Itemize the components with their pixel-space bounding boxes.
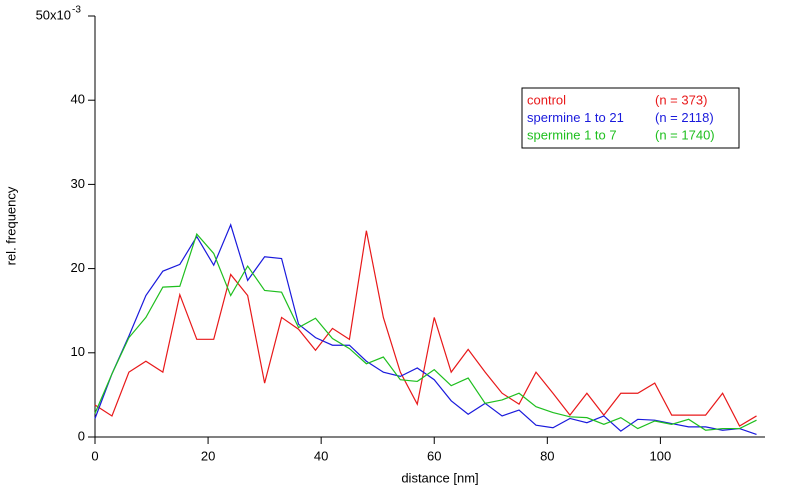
y-tick-label: 20 [71, 260, 85, 275]
legend-label: spermine 1 to 7 [527, 127, 617, 142]
x-tick-label: 40 [314, 448, 328, 463]
x-tick-label: 0 [91, 448, 98, 463]
x-tick-label: 60 [427, 448, 441, 463]
legend-label: spermine 1 to 21 [527, 110, 624, 125]
y-tick-label: 40 [71, 92, 85, 107]
series-line [94, 223, 757, 436]
series-line [94, 230, 757, 427]
x-tick-label: 100 [650, 448, 672, 463]
legend-annotation: (n = 2118) [655, 110, 714, 125]
x-tick-label: 20 [201, 448, 215, 463]
y-tick-label: 30 [71, 176, 85, 191]
y-tick-label: 10 [71, 344, 85, 359]
y-tick-label: 50x10 [36, 7, 71, 22]
legend-annotation: (n = 373) [655, 92, 707, 107]
series-line [94, 232, 757, 431]
legend-annotation: (n = 1740) [655, 127, 715, 142]
y-tick-label: 0 [78, 428, 85, 443]
legend-label: control [527, 92, 566, 107]
y-axis-label: rel. frequency [3, 186, 18, 265]
x-tick-label: 80 [540, 448, 554, 463]
legend-box [521, 87, 740, 149]
x-axis-label: distance [nm] [401, 470, 478, 485]
y-exponent: -3 [72, 5, 81, 16]
